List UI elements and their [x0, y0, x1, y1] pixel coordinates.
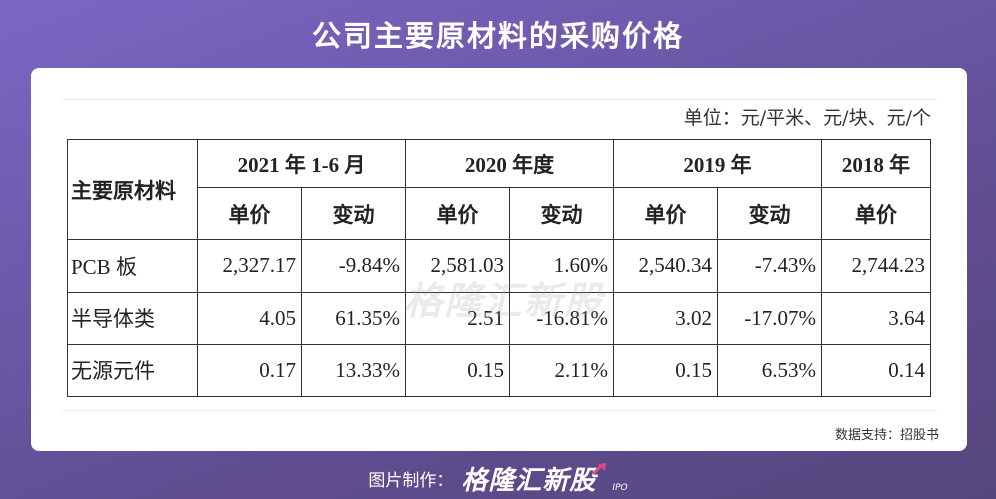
- row-label: PCB 板: [67, 239, 198, 293]
- table-cell: 2,540.34: [613, 239, 718, 293]
- price-header: 单价: [613, 187, 718, 241]
- row-label: 无源元件: [67, 343, 198, 398]
- table-cell: -17.07%: [717, 291, 822, 345]
- period-header: 2019 年: [613, 138, 822, 189]
- table-cell: 3.64: [821, 291, 931, 345]
- table-cell: 2,581.03: [405, 239, 510, 293]
- brand-logo-text: 格隆汇新股: [461, 466, 597, 496]
- change-header: 变动: [717, 187, 822, 241]
- table-cell: 0.15: [613, 343, 718, 398]
- table-cell: -7.43%: [717, 239, 822, 293]
- source-note: 数据支持：招股书: [834, 428, 939, 443]
- table-row: PCB 板 2,327.17 -9.84% 2,581.03 1.60% 2,5…: [67, 239, 931, 293]
- brand-sub: IPO: [612, 483, 628, 493]
- price-header: 单价: [821, 187, 931, 241]
- card-inner: 单位：元/平米、元/块、元/个 主要原材料 2021 年 1-6 月 2020 …: [62, 99, 937, 411]
- table-cell: 2,327.17: [197, 239, 302, 293]
- change-header: 变动: [301, 187, 406, 241]
- trend-up-arrow-icon: [592, 461, 608, 480]
- table-cell: 3.02: [613, 291, 718, 345]
- page-title: 公司主要原材料的采购价格: [311, 19, 684, 53]
- row-header: 主要原材料: [67, 138, 198, 241]
- table-cell: 1.60%: [509, 239, 614, 293]
- header-row-metrics: 单价 变动 单价 变动 单价 变动 单价: [68, 187, 931, 241]
- period-header: 2020 年度: [405, 138, 614, 189]
- table-cell: -16.81%: [509, 291, 614, 345]
- change-header: 变动: [509, 187, 614, 241]
- footer: 图片制作： 格隆汇新股 IPO: [0, 460, 996, 496]
- table-cell: 61.35%: [301, 291, 406, 345]
- header-row-periods: 主要原材料 2021 年 1-6 月 2020 年度 2019 年 2018 年: [67, 138, 931, 241]
- price-header: 单价: [405, 187, 510, 241]
- table-cell: 6.53%: [717, 343, 822, 398]
- table-cell: 0.17: [197, 343, 302, 398]
- table-cell: 2,744.23: [821, 239, 931, 293]
- table-row: 半导体类 4.05 61.35% 2.51 -16.81% 3.02 -17.0…: [67, 291, 931, 345]
- table-cell: 13.33%: [301, 343, 406, 398]
- period-header: 2021 年 1-6 月: [197, 138, 406, 189]
- content-card: 单位：元/平米、元/块、元/个 主要原材料 2021 年 1-6 月 2020 …: [31, 68, 967, 451]
- table-cell: 0.14: [821, 343, 931, 398]
- price-header: 单价: [197, 187, 302, 241]
- table-cell: -9.84%: [301, 239, 406, 293]
- table-cell: 2.51: [405, 291, 510, 345]
- period-header: 2018 年: [821, 138, 931, 189]
- table-cell: 4.05: [197, 291, 302, 345]
- table-cell: 2.11%: [509, 343, 614, 398]
- price-table: 主要原材料 2021 年 1-6 月 2020 年度 2019 年 2018 年…: [67, 138, 931, 398]
- credit-label: 图片制作：: [368, 471, 454, 491]
- row-label: 半导体类: [67, 291, 198, 345]
- table-row: 无源元件 0.17 13.33% 0.15 2.11% 0.15 6.53% 0…: [67, 343, 931, 398]
- table-cell: 0.15: [405, 343, 510, 398]
- unit-note: 单位：元/平米、元/块、元/个: [683, 107, 931, 129]
